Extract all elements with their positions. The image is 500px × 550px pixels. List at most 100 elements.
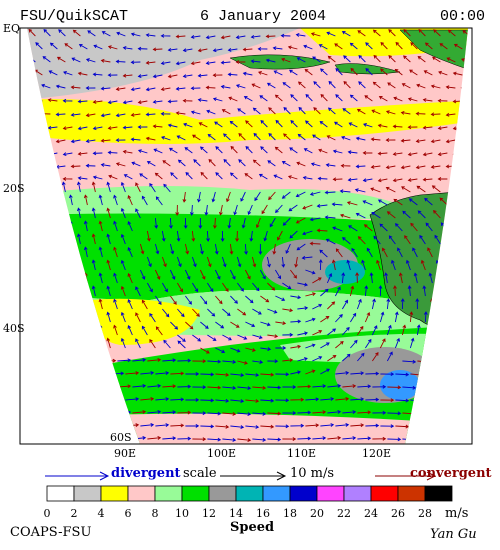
wind-vector	[137, 46, 148, 51]
wind-vector	[91, 207, 96, 219]
wind-vector	[244, 269, 251, 280]
wind-vector	[372, 436, 387, 441]
wind-vector	[177, 340, 186, 349]
wind-vector	[320, 316, 330, 323]
wind-vector	[407, 125, 418, 130]
wind-vector	[176, 256, 182, 268]
wind-vector	[35, 42, 43, 50]
wind-vector	[356, 298, 362, 310]
wind-vector	[437, 98, 448, 103]
wind-vector	[130, 60, 141, 65]
wind-vector	[230, 145, 238, 154]
region	[380, 370, 420, 400]
wind-vector	[98, 246, 103, 258]
wind-vector	[146, 161, 156, 167]
wind-vector	[266, 256, 271, 268]
wind-vector	[185, 321, 194, 330]
wind-vector	[245, 295, 254, 304]
wind-vector	[211, 191, 216, 203]
wind-vector	[139, 243, 145, 255]
wind-vector	[154, 172, 163, 180]
wind-vector	[127, 273, 133, 284]
wind-vector	[155, 326, 163, 336]
wind-vector	[297, 133, 306, 141]
wind-vector	[312, 384, 327, 389]
wind-vector	[169, 217, 173, 229]
wind-vector	[304, 68, 313, 76]
wind-vector	[335, 68, 343, 76]
wind-vector	[130, 87, 141, 92]
wind-vector	[372, 81, 381, 89]
wind-vector	[162, 410, 177, 415]
wind-vector	[415, 111, 426, 116]
wind-vector	[364, 95, 373, 102]
wind-vector	[252, 360, 264, 364]
wind-vector	[214, 269, 221, 280]
wind-vector	[192, 411, 207, 416]
wind-vector	[155, 423, 170, 427]
wind-vector	[290, 423, 305, 428]
wind-vector	[237, 412, 252, 416]
wind-vector	[356, 108, 366, 115]
institution: COAPS-FSU	[10, 525, 91, 540]
wind-vector	[302, 204, 313, 210]
wind-vector	[230, 399, 245, 403]
wind-vector	[215, 321, 225, 329]
wind-vector	[395, 41, 403, 50]
title: FSU/QuikSCAT	[20, 8, 128, 25]
wind-vector	[258, 71, 268, 76]
wind-vector	[167, 74, 178, 79]
wind-vector	[377, 151, 388, 156]
wind-vector	[358, 81, 366, 89]
wind-vector	[222, 360, 237, 364]
colorbar-label: 8	[152, 507, 159, 520]
wind-vector	[137, 100, 148, 105]
wind-vector	[388, 29, 396, 37]
wind-vector	[222, 308, 231, 317]
wind-vector	[422, 177, 433, 182]
wind-vector	[422, 125, 433, 130]
wind-vector	[265, 58, 276, 63]
wind-vector	[207, 359, 222, 364]
wind-vector	[325, 238, 336, 245]
wind-vector	[430, 112, 441, 117]
wind-vector	[257, 46, 268, 51]
wind-vector	[393, 198, 403, 206]
wind-vector	[252, 411, 267, 416]
colorbar-swatch	[235, 485, 264, 502]
wind-vector	[274, 269, 282, 280]
wind-vector	[290, 94, 298, 102]
wind-vector	[91, 259, 96, 271]
wind-vector	[206, 230, 210, 242]
wind-vector	[208, 158, 216, 167]
wind-vector	[309, 191, 321, 196]
wind-vector	[254, 191, 261, 202]
wind-vector	[177, 410, 192, 415]
wind-vector	[63, 71, 73, 76]
wind-vector	[385, 186, 396, 193]
wind-vector	[205, 85, 216, 90]
wind-vector	[357, 352, 365, 362]
region	[325, 260, 365, 284]
wind-vector	[170, 295, 177, 305]
wind-vector	[237, 438, 252, 442]
wind-vector	[365, 68, 373, 76]
wind-vector	[373, 235, 381, 245]
wind-vector	[392, 178, 403, 183]
author: Yan Gu	[430, 527, 477, 542]
wind-vector	[335, 314, 343, 323]
wind-vector	[135, 338, 141, 349]
wind-vector	[394, 311, 399, 323]
wind-vector	[147, 410, 162, 414]
land	[399, 29, 468, 71]
wind-vector	[106, 259, 111, 271]
wind-vector	[221, 256, 227, 268]
wind-vector	[170, 371, 185, 376]
wind-vector	[384, 272, 388, 284]
wind-vector	[312, 277, 322, 284]
wind-vector	[115, 113, 126, 118]
wind-vector	[160, 33, 171, 38]
wind-vector	[192, 134, 201, 141]
wind-vector	[170, 397, 185, 402]
wind-vector	[235, 230, 240, 242]
